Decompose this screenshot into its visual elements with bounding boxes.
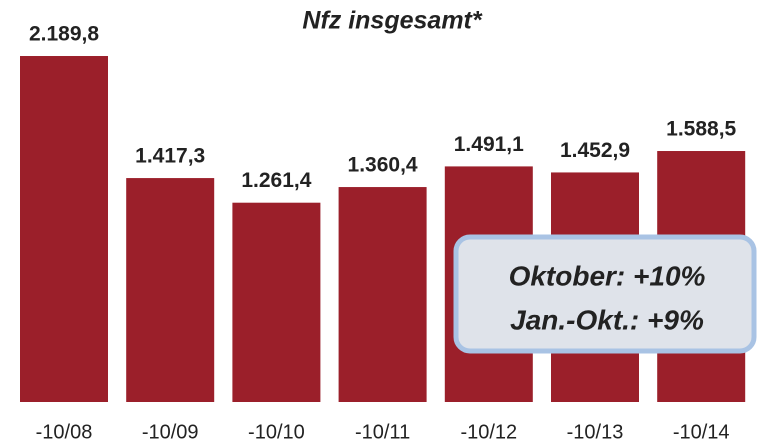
- x-tick-label: -10/14: [673, 421, 730, 443]
- annotation: Jan.-Okt.: +9%: [510, 304, 704, 335]
- bar: [338, 187, 427, 402]
- annotation: Oktober: +10%: [509, 260, 706, 291]
- value-label: 1.360,4: [348, 154, 418, 177]
- x-tick-label: -10/12: [460, 421, 517, 443]
- value-label: 1.452,9: [560, 139, 630, 162]
- x-tick-label: -10/10: [248, 421, 305, 443]
- value-label: 2.189,8: [29, 23, 99, 46]
- annotation-box: [453, 234, 757, 354]
- x-tick-label: -10/13: [567, 421, 624, 443]
- bar: [232, 202, 321, 402]
- bar: [20, 56, 108, 403]
- x-tick-label: -10/09: [142, 421, 199, 443]
- value-label: 1.491,1: [454, 133, 524, 156]
- value-label: 1.588,5: [666, 118, 736, 141]
- value-label: 1.417,3: [135, 145, 205, 168]
- chart-title: Nfz insgesamt*: [302, 7, 482, 35]
- value-label: 1.261,4: [241, 169, 311, 192]
- x-tick-label: -10/08: [36, 421, 93, 443]
- x-tick-label: -10/11: [355, 421, 410, 443]
- bar: [126, 178, 215, 402]
